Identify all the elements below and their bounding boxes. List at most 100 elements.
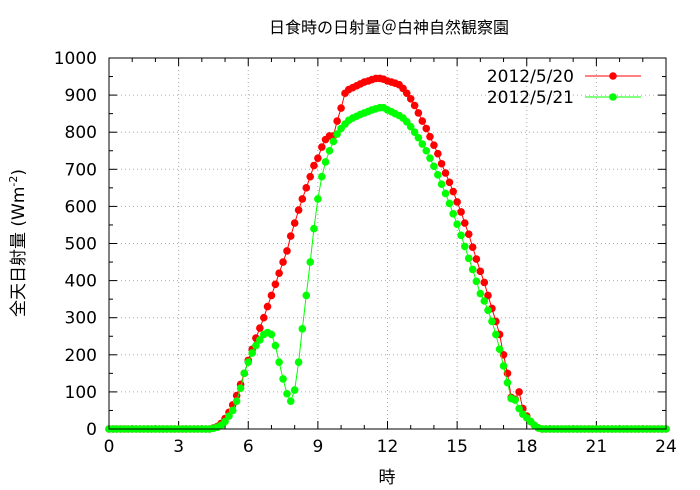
legend-marker	[609, 72, 617, 80]
y-tick-label: 300	[65, 309, 97, 329]
data-point	[228, 406, 237, 415]
data-point	[464, 230, 473, 239]
data-point	[232, 397, 241, 405]
data-point	[283, 247, 291, 255]
data-point	[244, 358, 253, 367]
data-point	[480, 278, 489, 287]
data-point	[441, 169, 450, 177]
data-point	[302, 184, 311, 192]
data-point	[484, 306, 492, 315]
plot-frame	[108, 57, 667, 430]
data-point	[434, 149, 442, 158]
legend-label: 2012/5/20	[487, 67, 574, 87]
data-point	[248, 349, 256, 357]
y-tick-label: 700	[65, 160, 97, 180]
data-point	[283, 389, 291, 398]
y-tick-label: 500	[65, 235, 97, 255]
data-point	[267, 291, 276, 300]
data-point	[414, 109, 423, 117]
data-point	[515, 388, 523, 396]
data-point	[321, 158, 330, 166]
x-axis-title: 時	[379, 468, 396, 488]
data-point	[325, 146, 334, 155]
data-point	[468, 243, 477, 252]
data-point	[275, 269, 283, 277]
legend-label: 2012/5/21	[487, 88, 574, 108]
data-point	[453, 220, 461, 229]
x-tick-label: 0	[104, 437, 115, 457]
data-point	[430, 141, 438, 149]
x-tick-label: 3	[173, 437, 184, 457]
data-point	[271, 341, 280, 350]
data-point	[464, 254, 473, 263]
data-point	[333, 130, 341, 138]
data-point	[472, 277, 481, 286]
x-tick-label: 24	[655, 437, 677, 457]
data-point	[290, 219, 299, 227]
data-point	[306, 172, 315, 181]
data-point	[252, 341, 260, 350]
data-point	[310, 224, 318, 233]
data-point	[267, 330, 276, 339]
data-point	[472, 255, 481, 263]
data-point	[414, 133, 423, 142]
x-tick-label: 6	[243, 437, 254, 457]
data-point	[426, 154, 434, 162]
y-axis-title-sup: -2	[7, 176, 20, 187]
data-point	[484, 291, 492, 300]
data-point	[225, 412, 233, 420]
data-point	[480, 297, 489, 305]
axis-ticks: 0 3 6 9 12 15 18 21 24 0 100 200 300 400 500 600 700 800 9…	[54, 49, 677, 457]
data-point	[260, 313, 268, 322]
data-point	[418, 117, 427, 125]
y-tick-label: 100	[65, 383, 97, 403]
data-point	[476, 267, 485, 276]
data-point	[256, 336, 264, 344]
series-layer	[105, 74, 670, 433]
data-point	[318, 172, 326, 181]
data-point	[515, 404, 523, 413]
data-point	[468, 265, 477, 274]
data-point	[418, 140, 427, 148]
y-tick-label: 400	[65, 272, 97, 292]
data-point	[294, 358, 303, 367]
data-point	[337, 104, 345, 112]
series-2012/5/21	[105, 103, 670, 433]
data-point	[460, 242, 469, 251]
legend-marker	[609, 93, 617, 101]
x-tick-label: 15	[446, 437, 468, 457]
data-point	[495, 345, 504, 354]
data-point	[426, 132, 434, 141]
data-point	[430, 162, 438, 171]
data-point	[406, 122, 415, 131]
data-point	[410, 101, 419, 110]
data-point	[221, 417, 229, 426]
data-point	[263, 302, 272, 311]
data-point	[441, 189, 450, 198]
data-point	[422, 124, 431, 133]
y-tick-label: 900	[65, 86, 97, 106]
series-2012/5/20	[105, 74, 670, 433]
data-point	[437, 159, 446, 168]
data-point	[445, 178, 454, 187]
x-tick-label: 21	[586, 437, 608, 457]
data-point	[402, 89, 411, 98]
data-point	[318, 143, 326, 151]
x-tick-label: 9	[312, 437, 323, 457]
series-line	[109, 107, 666, 430]
data-point	[333, 117, 341, 125]
data-point	[453, 198, 461, 206]
data-point	[503, 378, 512, 387]
data-point	[298, 195, 307, 203]
data-point	[290, 386, 299, 394]
data-point	[437, 180, 446, 188]
data-point	[457, 231, 465, 240]
data-point	[314, 154, 322, 162]
data-point	[492, 330, 500, 339]
data-point	[236, 384, 245, 392]
y-tick-label: 0	[86, 420, 97, 440]
data-point	[406, 95, 415, 103]
data-point	[256, 324, 264, 332]
data-point	[457, 208, 465, 216]
